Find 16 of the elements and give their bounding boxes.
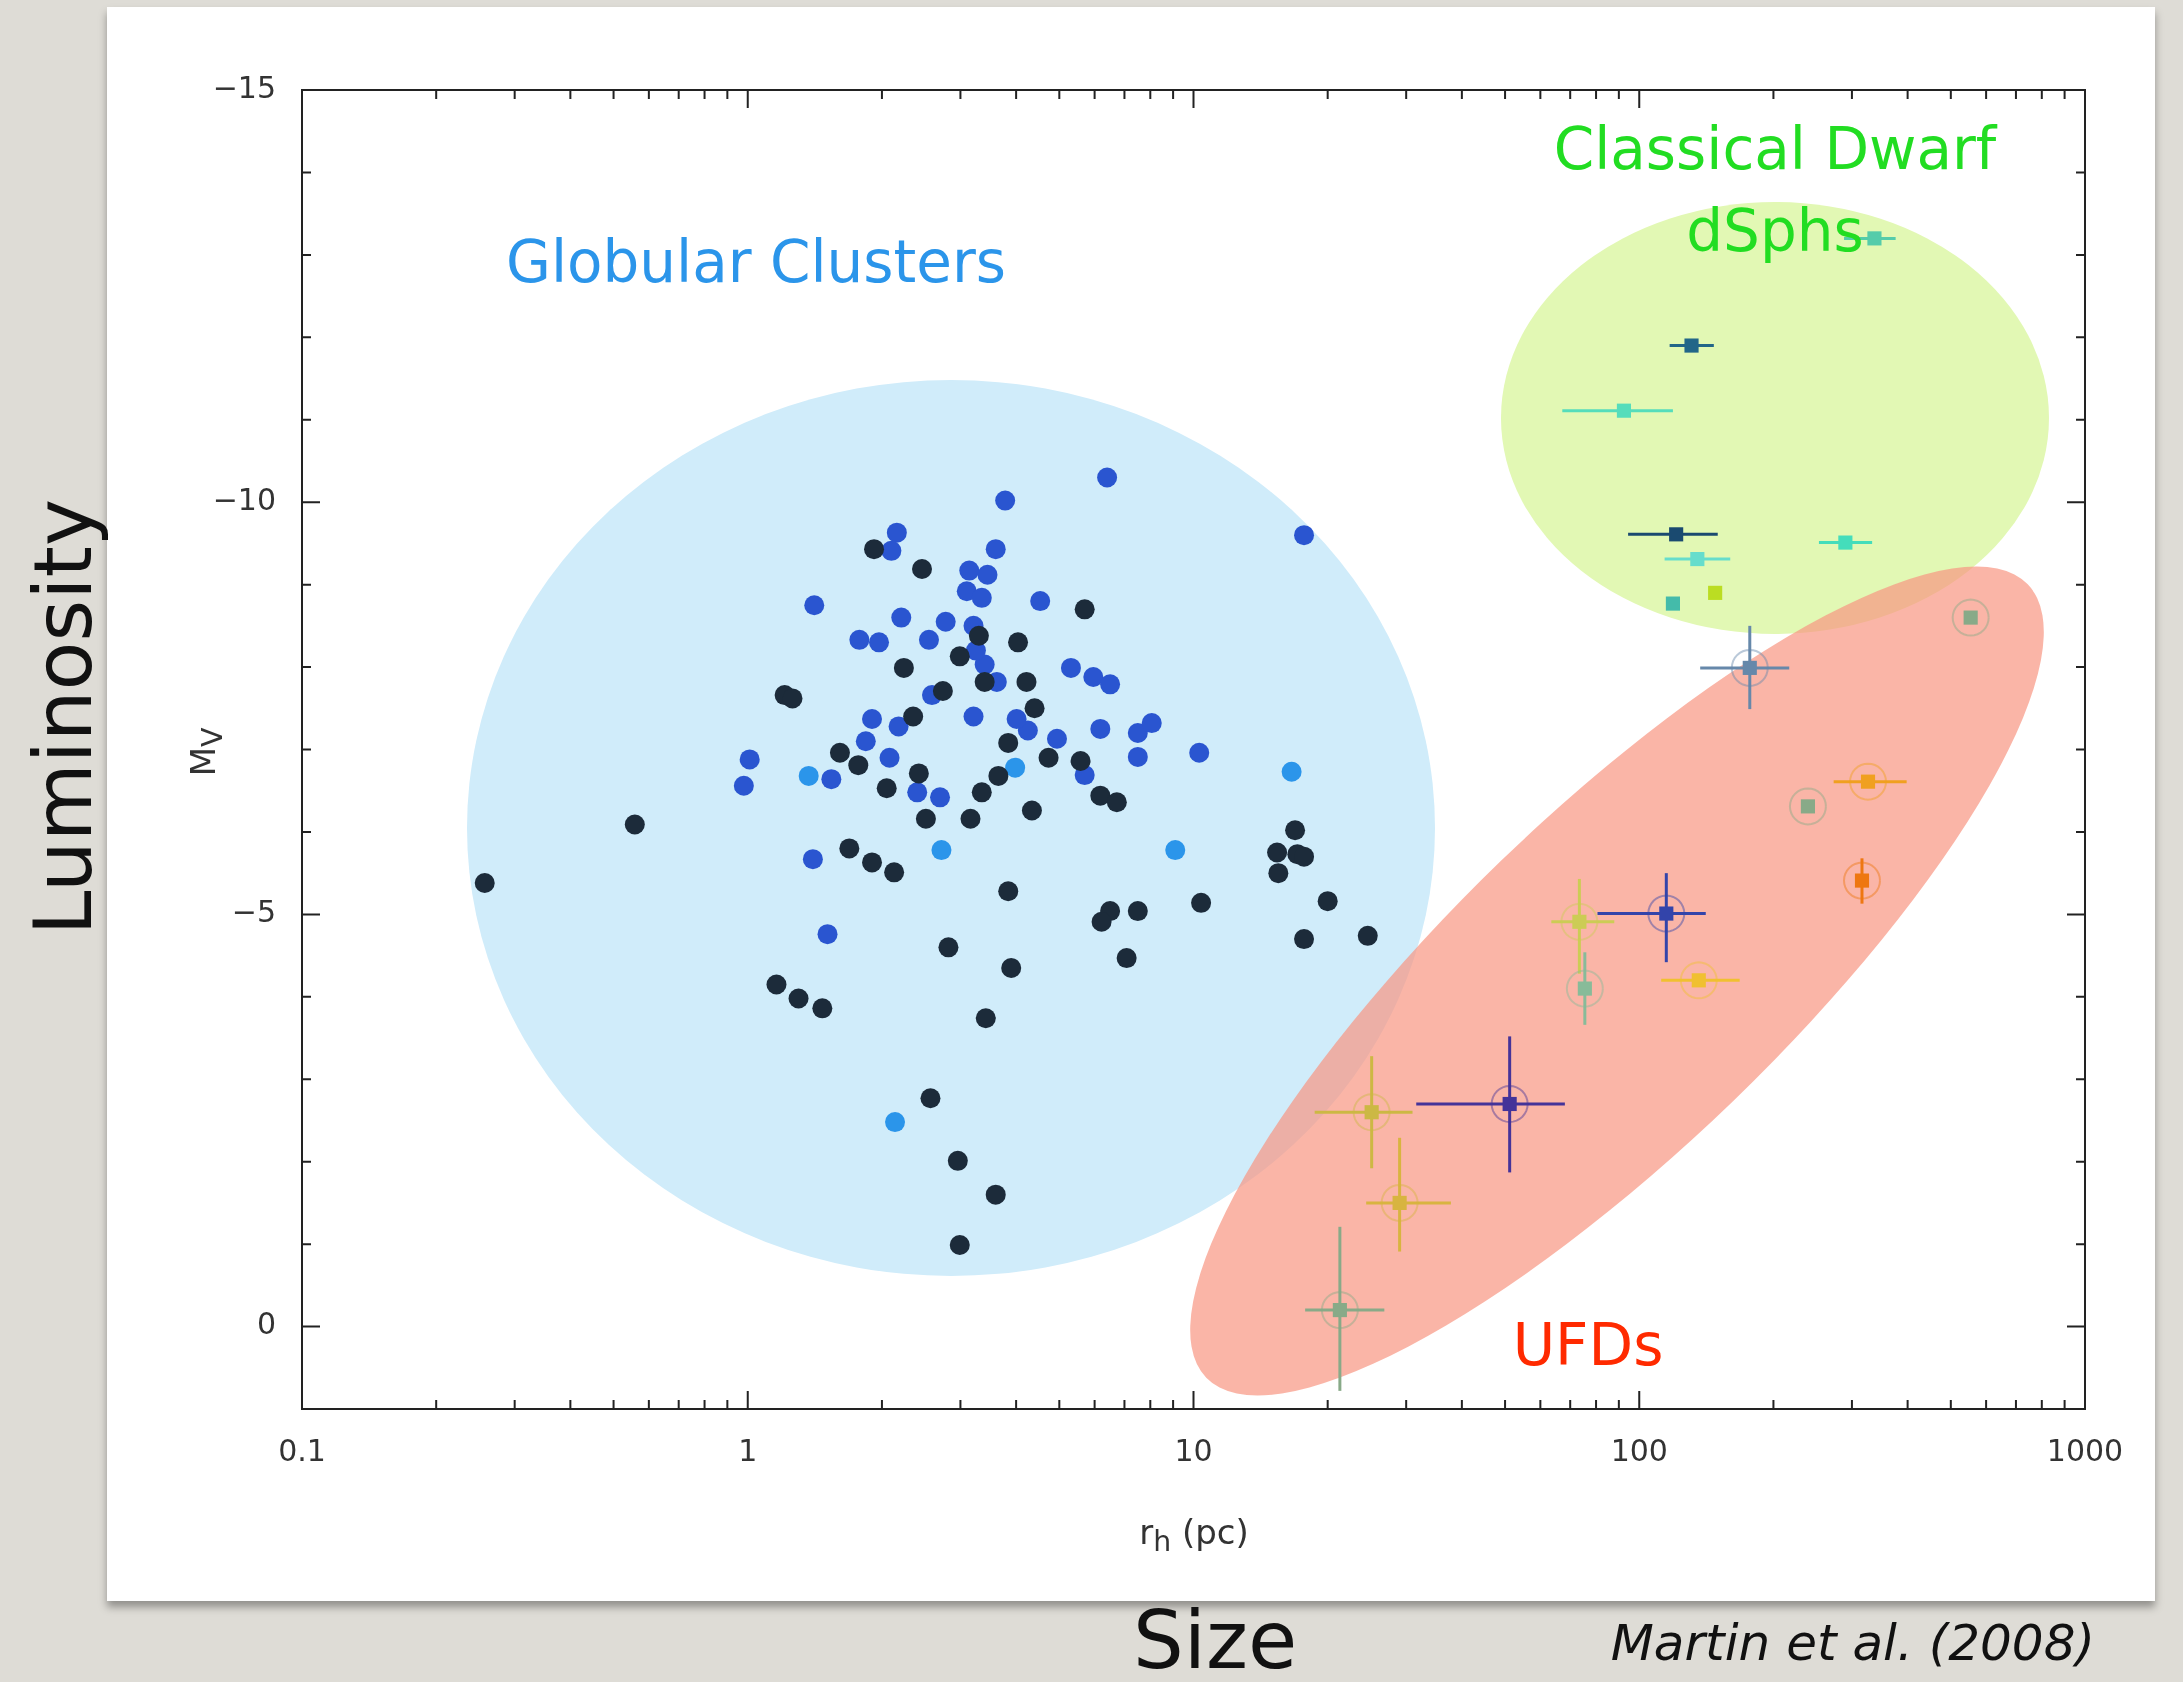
y-tick-label: 0 <box>256 1306 276 1342</box>
text: Martin et al. (2008) <box>1610 1614 2095 1672</box>
x-tick-label: 10 <box>1174 1432 1213 1468</box>
y-tick-label: −5 <box>231 894 276 930</box>
x-tick-label: 1 <box>738 1432 758 1468</box>
y-tick-label: −10 <box>212 481 276 517</box>
x-tick-label: 0.1 <box>278 1432 326 1468</box>
series-label: Classical Dwarf dSphs <box>1553 115 1998 266</box>
text: Size <box>1132 1593 1298 1682</box>
x-tick-label: 1000 <box>2046 1432 2124 1468</box>
y-tick-label: −15 <box>212 69 276 105</box>
text: UFDs <box>1512 1311 1664 1380</box>
text: Luminosity <box>16 498 110 936</box>
x-tick-label: 100 <box>1610 1432 1668 1468</box>
text: Globular Clusters <box>505 228 1007 297</box>
x-axis-title: r$_{h}$ (pc) <box>1139 1511 1249 1559</box>
